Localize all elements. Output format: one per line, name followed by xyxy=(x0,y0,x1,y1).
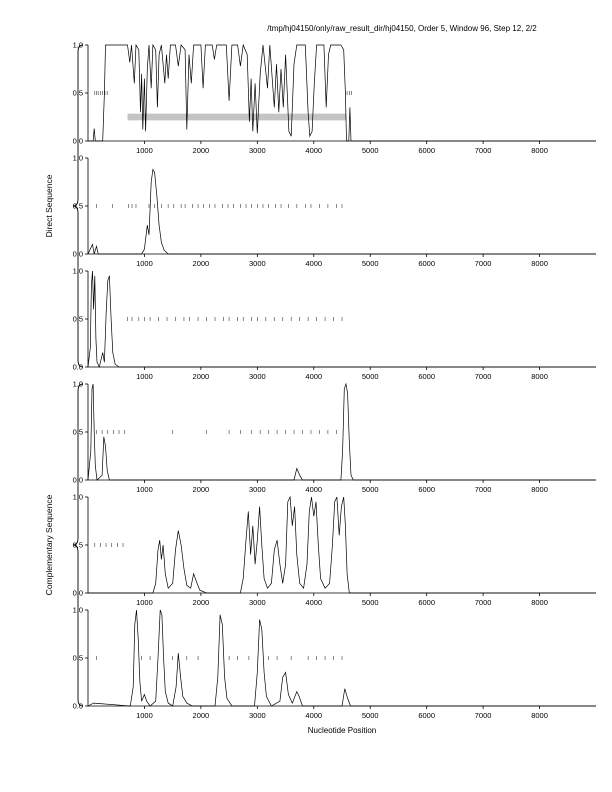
x-tick-label: 3000 xyxy=(249,485,266,494)
probability-trace-direct-frame-1 xyxy=(88,43,596,142)
x-tick-label: 3000 xyxy=(249,372,266,381)
x-tick-label: 4000 xyxy=(305,259,322,268)
x-tick-label: 2000 xyxy=(193,259,210,268)
x-tick-label: 1000 xyxy=(136,259,153,268)
group-brace xyxy=(72,383,84,707)
probability-trace-complementary-frame-2 xyxy=(88,495,596,594)
y-tick-label: 1.0 xyxy=(73,41,83,50)
panel-axes xyxy=(87,45,596,142)
figure-title: /tmp/hj04150/only/raw_result_dir/hj04150… xyxy=(267,24,537,33)
x-tick-label: 5000 xyxy=(362,711,379,720)
x-tick-label: 2000 xyxy=(193,485,210,494)
x-tick-label: 5000 xyxy=(362,146,379,155)
x-tick-label: 8000 xyxy=(531,711,548,720)
x-tick-label: 1000 xyxy=(136,485,153,494)
probability-trace-complementary-frame-1 xyxy=(87,382,596,481)
x-tick-label: 8000 xyxy=(531,146,548,155)
x-tick-label: 2000 xyxy=(193,146,210,155)
y-tick-label: 0.5 xyxy=(73,541,83,550)
x-tick-label: 2000 xyxy=(193,711,210,720)
x-tick-label: 7000 xyxy=(475,711,492,720)
y-tick-label: 0.0 xyxy=(73,702,83,711)
y-tick-label: 1.0 xyxy=(73,380,83,389)
x-axis-label: Nucleotide Position xyxy=(307,726,377,735)
x-tick-label: 5000 xyxy=(362,485,379,494)
x-tick-label: 7000 xyxy=(475,485,492,494)
x-tick-label: 5000 xyxy=(362,598,379,607)
group-brace xyxy=(72,44,84,368)
y-tick-label: 0.5 xyxy=(73,202,83,211)
group-label: Direct Sequence xyxy=(44,174,54,237)
x-tick-label: 4000 xyxy=(305,146,322,155)
x-tick-label: 1000 xyxy=(136,711,153,720)
panel-axes xyxy=(87,497,596,594)
x-tick-label: 3000 xyxy=(249,598,266,607)
x-tick-label: 1000 xyxy=(136,146,153,155)
x-tick-label: 6000 xyxy=(418,259,435,268)
x-tick-label: 4000 xyxy=(305,372,322,381)
x-tick-label: 5000 xyxy=(362,259,379,268)
x-tick-label: 8000 xyxy=(531,372,548,381)
x-tick-label: 3000 xyxy=(249,146,266,155)
x-tick-label: 1000 xyxy=(136,372,153,381)
x-tick-label: 3000 xyxy=(249,711,266,720)
x-tick-label: 4000 xyxy=(305,598,322,607)
x-tick-label: 2000 xyxy=(193,598,210,607)
x-tick-label: 6000 xyxy=(418,485,435,494)
x-tick-label: 4000 xyxy=(305,711,322,720)
shaded-region-bar xyxy=(127,113,347,121)
x-tick-label: 7000 xyxy=(475,372,492,381)
x-tick-label: 8000 xyxy=(531,259,548,268)
x-tick-label: 7000 xyxy=(475,259,492,268)
x-tick-label: 6000 xyxy=(418,711,435,720)
x-tick-label: 8000 xyxy=(531,598,548,607)
x-tick-label: 4000 xyxy=(305,485,322,494)
x-tick-label: 6000 xyxy=(418,598,435,607)
x-tick-label: 3000 xyxy=(249,259,266,268)
probability-trace-direct-frame-2 xyxy=(87,168,596,255)
x-tick-label: 2000 xyxy=(193,372,210,381)
probability-trace-direct-frame-3 xyxy=(87,270,596,369)
x-tick-label: 5000 xyxy=(362,372,379,381)
group-label: Complementary Sequence xyxy=(44,494,54,595)
x-tick-label: 1000 xyxy=(136,598,153,607)
x-tick-label: 6000 xyxy=(418,146,435,155)
y-tick-label: 0.0 xyxy=(73,363,83,372)
x-tick-label: 7000 xyxy=(475,598,492,607)
x-tick-label: 8000 xyxy=(531,485,548,494)
x-tick-label: 6000 xyxy=(418,372,435,381)
x-tick-label: 7000 xyxy=(475,146,492,155)
